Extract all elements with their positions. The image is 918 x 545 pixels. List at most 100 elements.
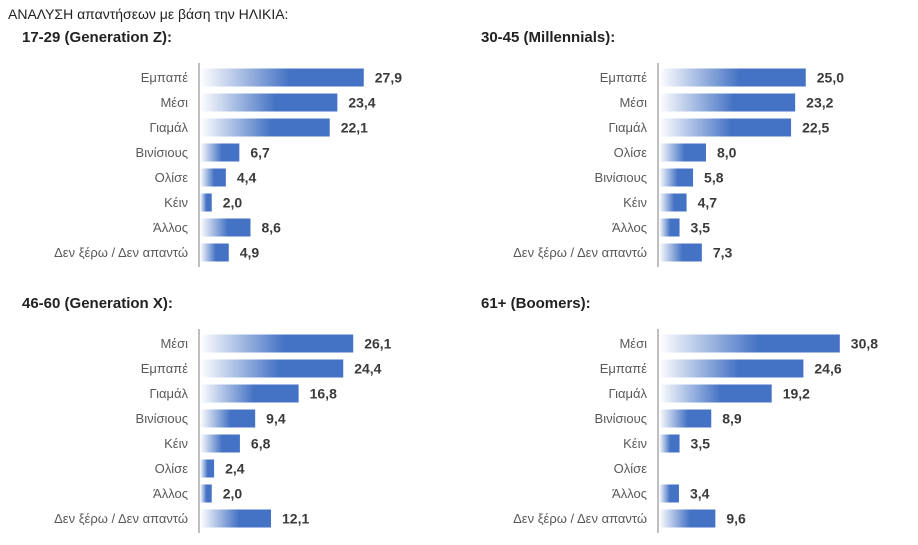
bar	[659, 484, 679, 503]
category-label: Βινίσιους	[136, 411, 188, 426]
category-label: Γιαμάλ	[608, 386, 647, 401]
value-label: 22,1	[341, 120, 368, 136]
chart-title: 46-60 (Generation X):	[22, 295, 173, 312]
category-label: Εμπαπέ	[600, 70, 647, 85]
value-label: 4,9	[240, 245, 260, 261]
category-label: Άλλος	[612, 220, 647, 235]
bar	[659, 434, 680, 453]
bar	[659, 143, 706, 162]
value-label: 2,4	[225, 461, 245, 477]
bar	[659, 93, 796, 112]
bar	[659, 118, 792, 137]
category-label: Βινίσιους	[595, 411, 647, 426]
chart-panel-millennials: 30-45 (Millennials): Εμπαπέ 25,0 Μέσι 23,2 Γ…	[481, 29, 911, 279]
value-label: 3,4	[690, 486, 710, 502]
bar	[200, 193, 212, 212]
bar	[659, 218, 680, 237]
chart-panel-gen-z: 17-29 (Generation Z): Εμπαπέ 27,9 Μέσι 23,4…	[22, 29, 452, 279]
value-label: 8,0	[717, 145, 737, 161]
bar	[200, 334, 354, 353]
bar	[200, 218, 251, 237]
bar	[200, 384, 299, 403]
bar	[200, 118, 330, 137]
chart-title: 30-45 (Millennials):	[481, 29, 616, 46]
value-label: 30,8	[851, 336, 878, 352]
bar	[659, 509, 716, 528]
value-label: 9,6	[726, 511, 746, 527]
bar	[200, 68, 364, 87]
category-label: Μέσι	[619, 95, 647, 110]
page-header: ΑΝΑΛΥΣΗ απαντήσεων με βάση την ΗΛΙΚΙΑ:	[8, 6, 289, 22]
category-label: Εμπαπέ	[141, 361, 188, 376]
category-label: Μέσι	[160, 95, 188, 110]
category-label: Γιαμάλ	[149, 386, 188, 401]
value-label: 12,1	[282, 511, 309, 527]
value-label: 19,2	[783, 386, 810, 402]
value-label: 4,7	[698, 195, 718, 211]
value-label: 27,9	[375, 70, 402, 86]
value-label: 3,5	[691, 436, 711, 452]
chart-panel-boomers: 61+ (Boomers): Μέσι 30,8 Εμπαπέ 24,6 Γιαμάλ 1…	[481, 295, 911, 545]
bar	[200, 459, 215, 478]
value-label: 24,6	[814, 361, 841, 377]
bar	[200, 484, 212, 503]
value-label: 26,1	[364, 336, 391, 352]
bar	[659, 409, 712, 428]
bar	[659, 243, 702, 262]
bar	[659, 359, 804, 378]
category-label: Εμπαπέ	[141, 70, 188, 85]
value-label: 23,4	[348, 95, 375, 111]
chart-title: 61+ (Boomers):	[481, 295, 591, 312]
value-label: 8,9	[722, 411, 742, 427]
category-label: Άλλος	[153, 486, 188, 501]
category-label: Κέιν	[164, 195, 188, 210]
bar	[200, 509, 272, 528]
category-label: Άλλος	[153, 220, 188, 235]
value-label: 2,0	[223, 195, 243, 211]
category-label: Ολίσε	[155, 170, 189, 185]
value-label: 5,8	[704, 170, 724, 186]
value-label: 6,7	[250, 145, 270, 161]
category-label: Μέσι	[619, 336, 647, 351]
bar	[200, 409, 256, 428]
bar-chart-gen-x: Μέσι 26,1 Εμπαπέ 24,4 Γιαμάλ 16,8 Βινίσιους 9,4…	[54, 329, 392, 533]
bar	[659, 168, 694, 187]
bar	[200, 93, 338, 112]
bar	[200, 359, 344, 378]
value-label: 8,6	[261, 220, 281, 236]
category-label: Άλλος	[612, 486, 647, 501]
bar	[659, 384, 772, 403]
category-label: Ολίσε	[614, 145, 648, 160]
category-label: Δεν ξέρω / Δεν απαντώ	[513, 245, 647, 260]
bar-chart-millennials: Εμπαπέ 25,0 Μέσι 23,2 Γιαμάλ 22,5 Ολίσε 8,0 Βινί…	[513, 63, 844, 267]
value-label: 4,4	[237, 170, 257, 186]
bar	[659, 334, 840, 353]
value-label: 6,8	[251, 436, 271, 452]
chart-title: 17-29 (Generation Z):	[22, 29, 173, 46]
bar	[200, 168, 226, 187]
category-label: Κέιν	[164, 436, 188, 451]
category-label: Δεν ξέρω / Δεν απαντώ	[54, 245, 188, 260]
category-label: Ολίσε	[155, 461, 189, 476]
bar-chart-boomers: Μέσι 30,8 Εμπαπέ 24,6 Γιαμάλ 19,2 Βινίσιους 8,9…	[513, 329, 878, 533]
bar	[200, 143, 240, 162]
category-label: Ολίσε	[614, 461, 648, 476]
category-label: Εμπαπέ	[600, 361, 647, 376]
chart-panel-gen-x: 46-60 (Generation X): Μέσι 26,1 Εμπαπέ 24,4…	[22, 295, 452, 545]
value-label: 23,2	[806, 95, 833, 111]
value-label: 24,4	[354, 361, 381, 377]
category-label: Γιαμάλ	[608, 120, 647, 135]
bar	[200, 434, 240, 453]
value-label: 9,4	[266, 411, 286, 427]
category-label: Μέσι	[160, 336, 188, 351]
bar	[200, 243, 229, 262]
category-label: Δεν ξέρω / Δεν απαντώ	[513, 511, 647, 526]
value-label: 3,5	[691, 220, 711, 236]
bar	[659, 68, 806, 87]
value-label: 22,5	[802, 120, 829, 136]
value-label: 25,0	[817, 70, 844, 86]
category-label: Βινίσιους	[595, 170, 647, 185]
bar	[659, 193, 687, 212]
value-label: 2,0	[223, 486, 243, 502]
category-label: Βινίσιους	[136, 145, 188, 160]
